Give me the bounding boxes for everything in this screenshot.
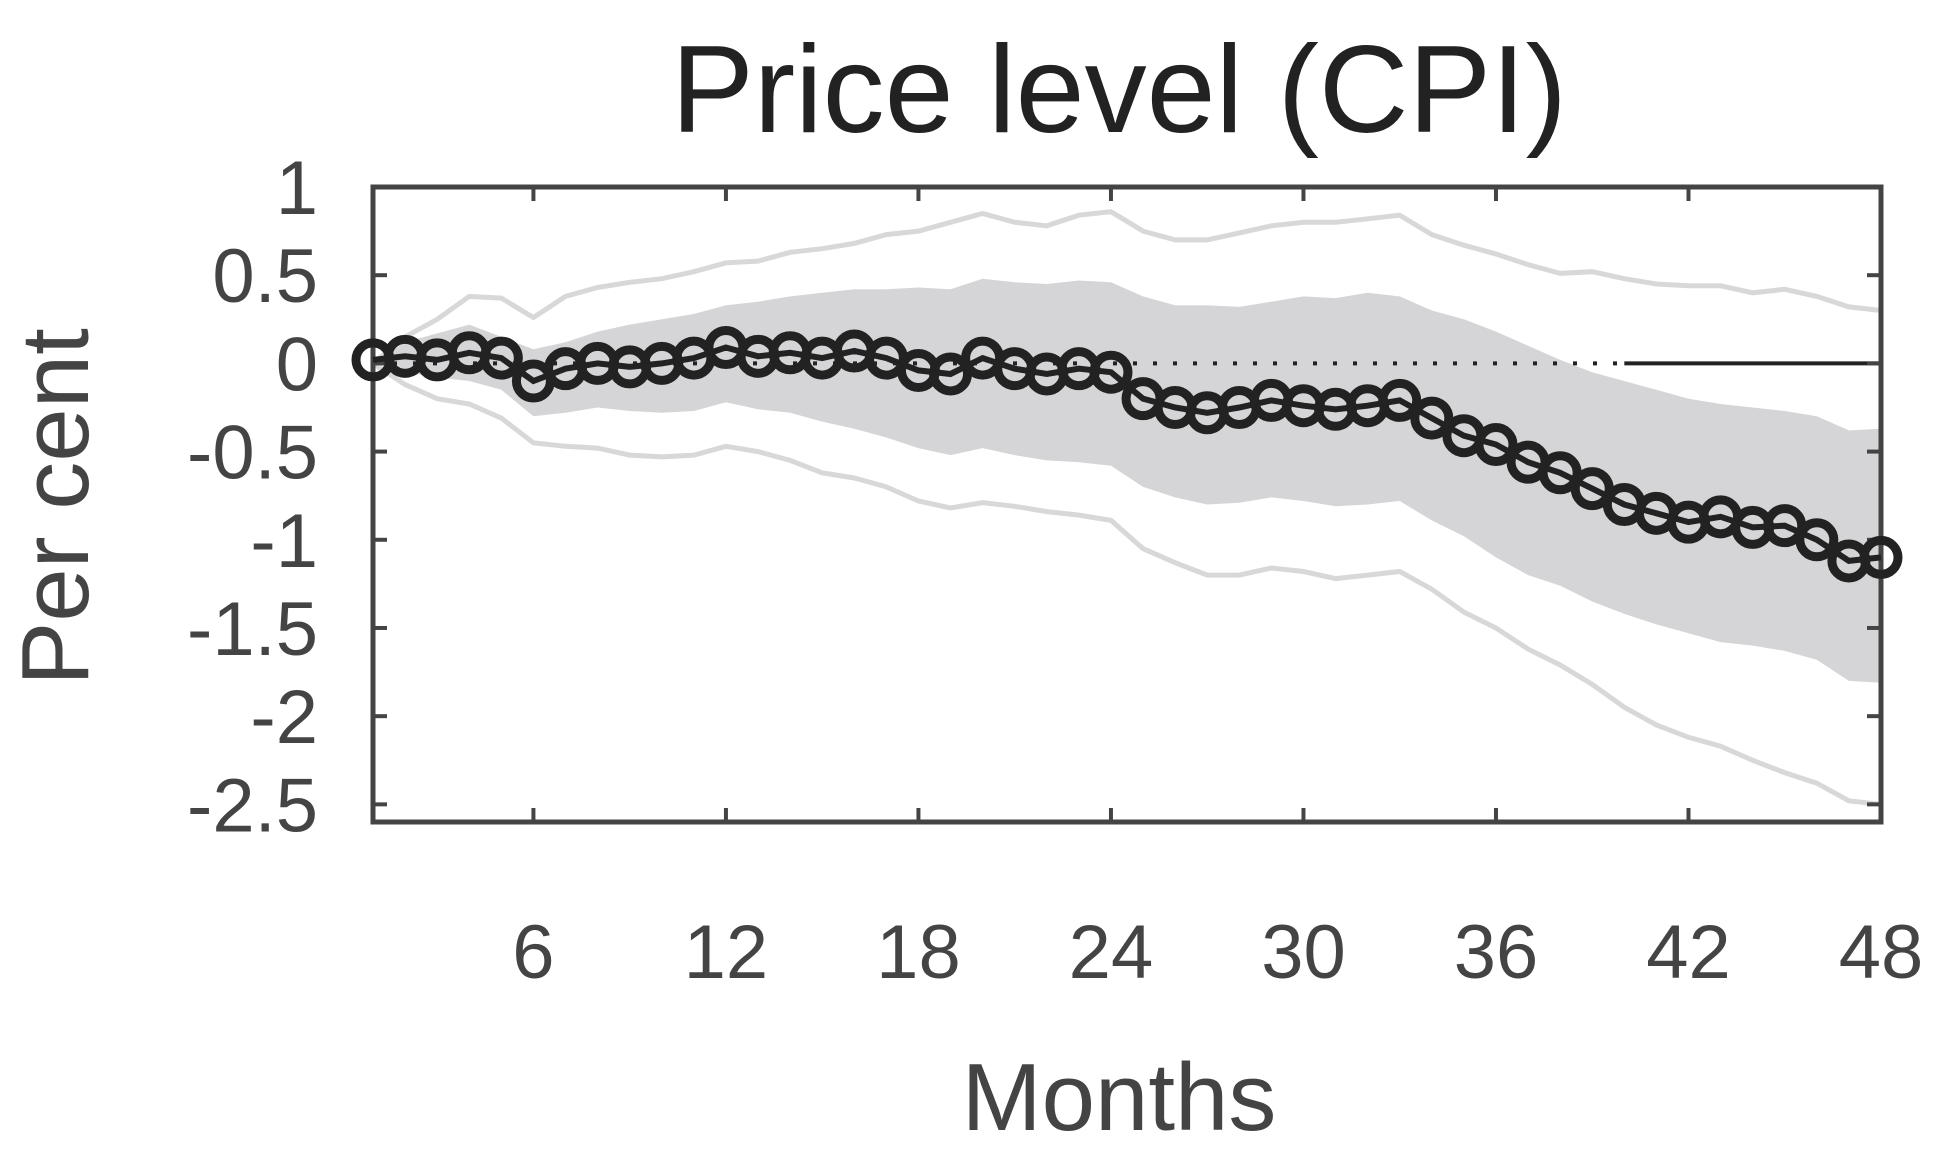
x-tick-label: 30 xyxy=(1261,910,1346,995)
confidence-band-outer-lower xyxy=(371,361,1882,807)
data-point xyxy=(1795,518,1839,562)
data-point xyxy=(1378,378,1422,422)
x-tick-label: 48 xyxy=(1839,910,1924,995)
data-point xyxy=(1538,451,1582,495)
x-tick-label: 18 xyxy=(876,910,961,995)
y-axis-label: Per cent xyxy=(2,328,109,686)
x-tick-label: 24 xyxy=(1069,910,1154,995)
x-tick-label: 36 xyxy=(1454,910,1539,995)
y-tick-label: 1 xyxy=(276,146,318,231)
y-tick-label: -1 xyxy=(250,499,318,584)
chart-title: Price level (CPI) xyxy=(671,21,1567,159)
x-axis-label: Months xyxy=(962,1044,1277,1144)
x-tick-label: 6 xyxy=(512,910,554,995)
data-point xyxy=(1859,535,1903,579)
x-tick-label: 12 xyxy=(684,910,769,995)
data-point xyxy=(1570,467,1614,511)
confidence-band-outer-upper xyxy=(371,209,1882,366)
axes-frame xyxy=(370,184,1884,825)
data-point xyxy=(479,336,523,380)
y-tick-label: 0 xyxy=(276,322,318,407)
y-tick-label: -2.5 xyxy=(187,763,318,848)
data-point xyxy=(1410,396,1454,440)
y-tick-label: -2 xyxy=(250,675,318,760)
y-tick-label: 0.5 xyxy=(212,234,318,319)
x-tick-label: 42 xyxy=(1646,910,1731,995)
y-tick-label: -1.5 xyxy=(187,587,318,672)
y-tick-label: -0.5 xyxy=(187,411,318,496)
data-point xyxy=(1474,423,1518,467)
data-point xyxy=(929,352,973,396)
data-point xyxy=(1089,350,1133,394)
confidence-band-inner xyxy=(373,278,1881,683)
plot-area: 6 12 18 24 30 36 42 48 10.50-0.5-1-1.5-2-2.5 xyxy=(187,146,1923,995)
